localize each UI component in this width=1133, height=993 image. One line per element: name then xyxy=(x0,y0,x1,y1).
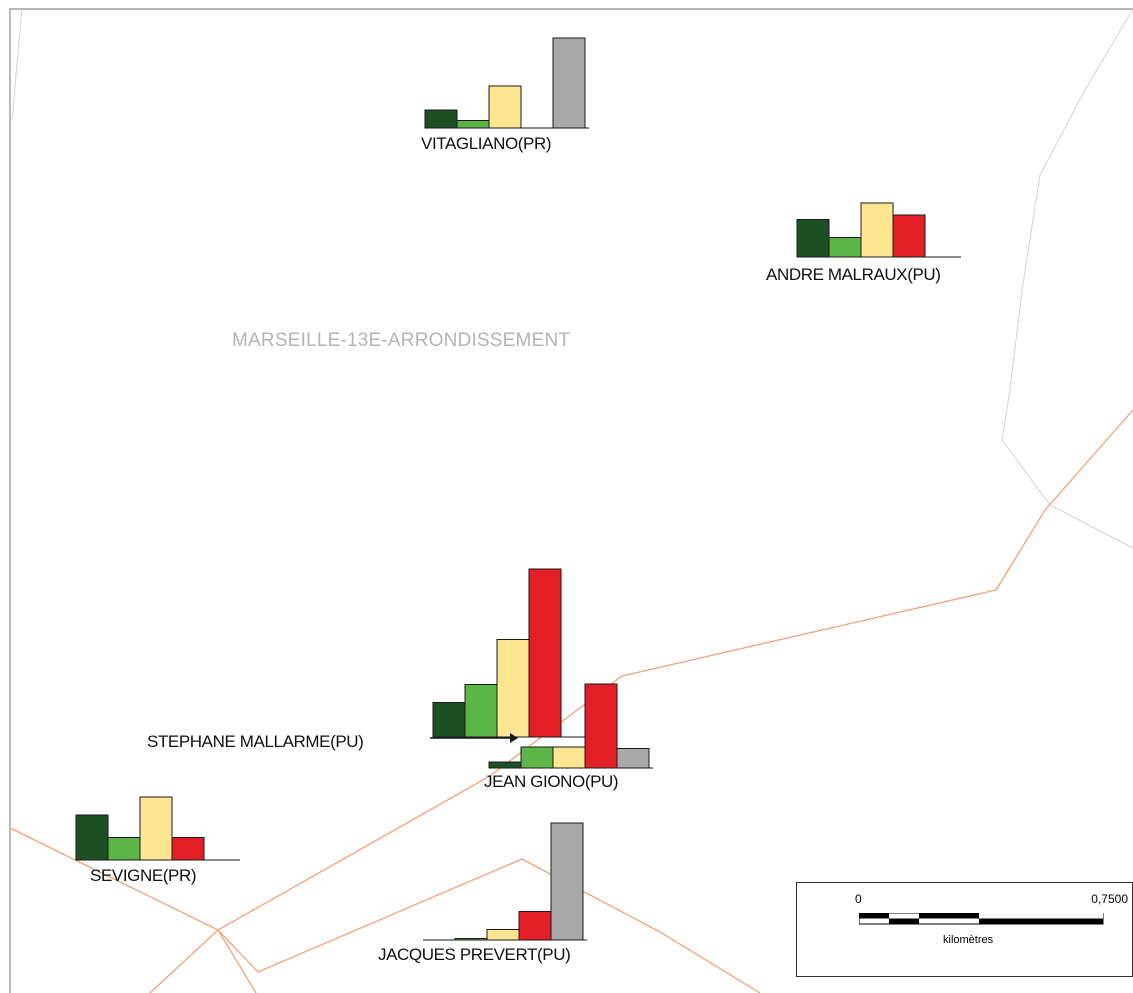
school-bar-charts xyxy=(75,37,961,941)
bar-3-4 xyxy=(616,748,650,769)
map-frame xyxy=(9,8,1133,993)
bar-4-1 xyxy=(107,837,141,861)
school-label-stephane-mallarme: STEPHANE MALLARME(PU) xyxy=(147,732,364,751)
bar-chart-2 xyxy=(432,568,597,738)
scale-unit-label: kilomètres xyxy=(943,934,994,946)
bar-2-3 xyxy=(528,568,562,738)
scale-zero-label: 0 xyxy=(855,892,862,906)
bar-5-2 xyxy=(486,929,520,941)
scale-bar: 0 0,7500 kilomètres xyxy=(796,882,1133,977)
school-label-andre-malraux: ANDRE MALRAUX(PU) xyxy=(766,265,941,284)
bar-4-0 xyxy=(75,814,109,861)
school-label-vitagliano: VITAGLIANO(PR) xyxy=(421,134,552,153)
boundary-lines xyxy=(9,8,1133,993)
leader-arrow xyxy=(430,733,518,743)
bar-4-3 xyxy=(171,837,205,861)
bar-1-3 xyxy=(892,214,926,258)
boundary-grey-line xyxy=(11,8,23,121)
bar-2-0 xyxy=(432,702,466,738)
bar-3-1 xyxy=(520,746,554,769)
bar-chart-5 xyxy=(423,822,587,941)
bar-3-3 xyxy=(584,683,618,769)
scale-bar-graphic xyxy=(859,913,1104,925)
bar-2-2 xyxy=(496,639,530,738)
bar-0-0 xyxy=(424,109,458,129)
bar-chart-4 xyxy=(75,796,240,861)
bar-0-4 xyxy=(552,37,586,129)
bar-3-0 xyxy=(488,761,522,769)
district-label: MARSEILLE-13E-ARRONDISSEMENT xyxy=(232,330,571,351)
bar-chart-0 xyxy=(424,37,589,129)
boundary-grey-line xyxy=(1001,8,1133,549)
bar-4-2 xyxy=(139,796,173,861)
bar-1-2 xyxy=(860,202,894,258)
bar-3-2 xyxy=(552,746,586,769)
bar-5-4 xyxy=(550,822,584,941)
school-label-jean-giono: JEAN GIONO(PU) xyxy=(484,772,619,791)
bar-0-2 xyxy=(488,85,522,129)
boundary-orange-line xyxy=(217,858,761,993)
bar-2-1 xyxy=(464,684,498,738)
scale-max-label: 0,7500 xyxy=(1091,892,1128,906)
bar-5-1 xyxy=(454,938,488,941)
bar-1-0 xyxy=(796,219,830,258)
school-label-sevigne: SEVIGNE(PR) xyxy=(90,866,197,885)
bar-1-1 xyxy=(828,237,862,258)
bar-chart-1 xyxy=(796,202,961,258)
bar-0-1 xyxy=(456,120,490,129)
bar-chart-3 xyxy=(488,683,653,769)
school-label-jacques-prevert: JACQUES PREVERT(PU) xyxy=(378,945,571,964)
bar-5-3 xyxy=(518,911,552,941)
